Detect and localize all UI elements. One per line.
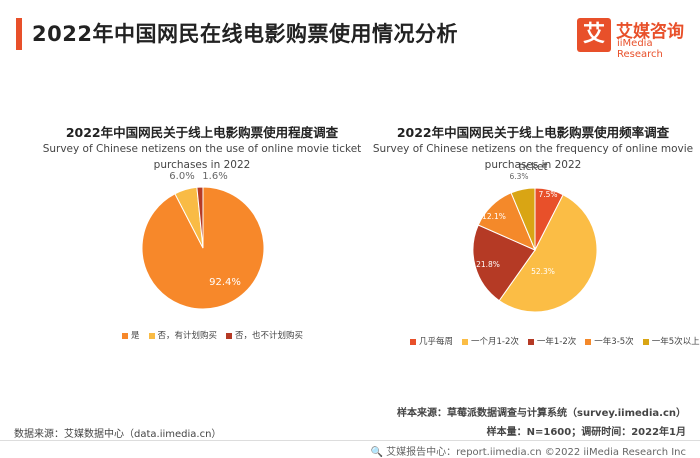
chart2-data-label-1: 52.3%: [531, 267, 555, 276]
chart1-legend-label-0: 是: [131, 331, 140, 341]
copyright-note: 🔍 艾媒报告中心：report.iimedia.cn ©2022 iiMedia…: [370, 447, 686, 458]
chart2-legend-swatch-1: [462, 338, 469, 345]
chart2-data-label-3: 12.1%: [482, 212, 506, 221]
chart2-data-label-2: 21.8%: [476, 260, 500, 269]
chart1-data-label-0: 92.4%: [209, 277, 241, 288]
chart2-legend-label-3: 一年3-5次: [594, 337, 634, 347]
chart2-data-label-4: 6.3%: [509, 172, 528, 181]
chart2-legend-item-2: 一年1-2次: [527, 335, 577, 347]
chart2-legend-label-2: 一年1-2次: [536, 337, 577, 347]
chart1-subtitle-line1: Survey of Chinese netizens on the use of…: [42, 143, 362, 155]
chart1-legend: 是 否，有计划购买 否，也不计划购买: [122, 329, 312, 341]
chart1-legend-label-2: 否，也不计划购买: [235, 331, 304, 341]
chart2-legend-swatch-2: [527, 338, 534, 345]
chart2-subtitle-line2: purchases in 2022: [484, 159, 582, 171]
iimedia-logo-icon: 艾: [577, 18, 611, 52]
footer-divider: [0, 440, 700, 441]
chart1-legend-item-2: 否，也不计划购买: [226, 329, 303, 341]
chart2-slice-1: [498, 194, 598, 313]
chart2-legend: 几乎每周 一个月1-2次 一年1-2次 一年3-5次 一年5次以上: [410, 335, 700, 347]
chart2-legend-item-1: 一个月1-2次: [462, 335, 519, 347]
chart1-data-label-2: 1.6%: [202, 171, 227, 182]
logo-text-cn: 艾媒咨询: [616, 22, 684, 42]
chart1-legend-label-1: 否，有计划购买: [157, 331, 218, 341]
chart2-legend-label-4: 一年5次以上: [651, 337, 700, 347]
title-accent-bar: [16, 18, 22, 50]
data-source: 数据来源：艾媒数据中心（data.iimedia.cn）: [14, 429, 222, 440]
chart2-slice-2: [472, 224, 536, 302]
chart2-title: 2022年中国网民关于线上电影购票使用频率调查: [396, 125, 670, 140]
chart1-legend-swatch-0: [122, 332, 128, 339]
page-title: 2022年中国网民在线电影购票使用情况分析: [32, 22, 458, 46]
chart2-data-label-0: 7.5%: [538, 190, 557, 199]
logo-text-en: iiMedia Research: [617, 38, 663, 60]
chart1-legend-swatch-2: [226, 332, 233, 339]
chart2-legend-item-0: 几乎每周: [410, 335, 453, 347]
chart2-legend-item-3: 一年3-5次: [585, 335, 634, 347]
chart1-data-label-1: 6.0%: [169, 171, 194, 182]
chart2-legend-swatch-0: [410, 338, 416, 345]
chart2-legend-label-1: 一个月1-2次: [471, 337, 519, 347]
chart2-slice-4: [510, 187, 536, 251]
chart2-legend-swatch-4: [642, 338, 649, 345]
sample-size: 样本量：N=1600；调研时间：2022年1月: [486, 427, 686, 438]
chart1-legend-swatch-1: [148, 332, 155, 339]
chart1-legend-item-1: 否，有计划购买: [148, 329, 218, 341]
chart2-legend-item-4: 一年5次以上: [642, 335, 700, 347]
sample-source: 样本来源：草莓派数据调查与计算系统（survey.iimedia.cn）: [397, 408, 686, 419]
chart1-subtitle-line2: purchases in 2022: [153, 159, 251, 171]
chart2-legend-label-0: 几乎每周: [419, 337, 454, 347]
chart1-legend-item-0: 是: [122, 329, 140, 341]
chart1-title: 2022年中国网民关于线上电影购票使用程度调查: [65, 125, 339, 140]
chart2-legend-swatch-3: [585, 338, 592, 345]
chart1-slice-2: [196, 186, 204, 249]
chart2-subtitle-line1: Survey of Chinese netizens on the freque…: [372, 143, 694, 173]
